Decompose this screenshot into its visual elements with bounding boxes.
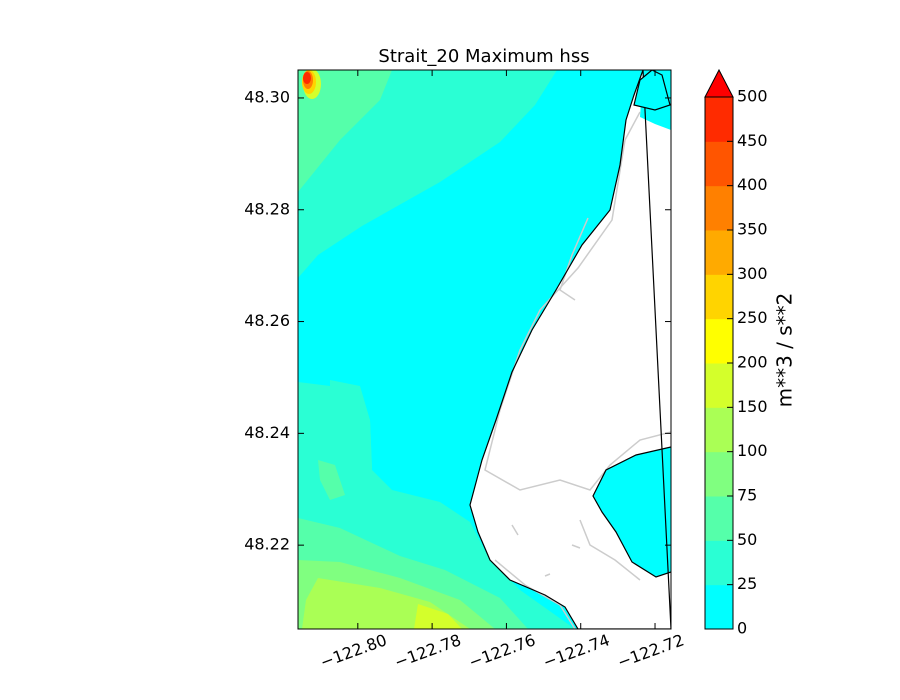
colorbar-tick-label: 150 xyxy=(737,397,768,416)
colorbar-band xyxy=(705,230,733,275)
plot-frame xyxy=(297,69,672,630)
y-tick-label: 48.30 xyxy=(244,87,290,106)
contour-band xyxy=(298,70,392,192)
x-tick-label: −122.78 xyxy=(392,630,464,672)
y-tick-label: 48.22 xyxy=(244,535,290,554)
x-tick-label: −122.72 xyxy=(615,630,687,672)
colorbar-tick-label: 250 xyxy=(737,308,768,327)
x-tick-label: −122.80 xyxy=(318,630,390,672)
colorbar-tick-label: 100 xyxy=(737,441,768,460)
colorbar-tick-label: 500 xyxy=(737,87,768,106)
colorbar-band xyxy=(705,584,733,630)
colorbar-tick-label: 200 xyxy=(737,353,768,372)
colorbar-band xyxy=(705,274,733,320)
contour-band xyxy=(414,604,462,629)
colorbar-extend xyxy=(704,68,734,98)
colorbar-band xyxy=(705,363,733,408)
colorbar-band xyxy=(705,318,733,364)
colorbar-tick-label: 300 xyxy=(737,264,768,283)
y-tick-label: 48.28 xyxy=(244,199,290,218)
colorbar-tick-label: 75 xyxy=(737,486,757,505)
island xyxy=(633,70,671,111)
coastline xyxy=(592,446,671,578)
colorbar-label: m**3 / s**2 xyxy=(773,293,797,408)
y-tick-label: 48.26 xyxy=(244,311,290,330)
colorbar-band xyxy=(705,97,733,142)
chart-title: Strait_20 Maximum hss xyxy=(378,46,589,67)
map xyxy=(298,70,671,629)
colorbar-tick-label: 400 xyxy=(737,175,768,194)
colorbar-band xyxy=(705,141,733,187)
overlay: −122.80 −122.78 −122.76 −122.74 −122.72 48.22… xyxy=(244,68,797,672)
colorbar-band xyxy=(705,407,733,453)
x-tick-label: −122.76 xyxy=(466,630,538,672)
coastline xyxy=(469,70,671,629)
colorbar-band xyxy=(705,540,733,586)
contour-band xyxy=(318,460,345,500)
colorbar-band xyxy=(705,496,733,541)
contour-band xyxy=(330,380,372,470)
colorbar-band xyxy=(705,451,733,497)
contour-band xyxy=(303,72,311,84)
colorbar-tick-label: 50 xyxy=(737,530,757,549)
colorbar-tick-label: 450 xyxy=(737,131,768,150)
colorbar-tick-label: 350 xyxy=(737,220,768,239)
colorbar-tick-label: 0 xyxy=(737,619,747,638)
y-tick-label: 48.24 xyxy=(244,423,290,442)
colorbar-band xyxy=(705,185,733,231)
x-tick-label: −122.74 xyxy=(541,630,613,672)
colorbar-tick-label: 25 xyxy=(737,574,757,593)
